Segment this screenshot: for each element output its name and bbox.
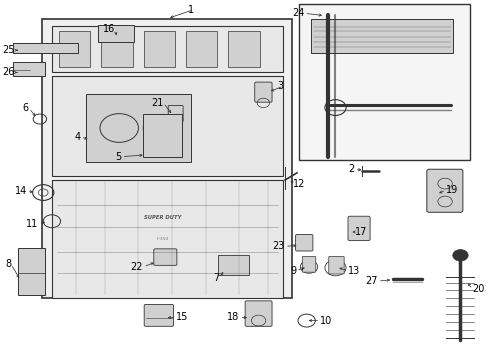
Text: 3: 3 [277, 81, 284, 91]
FancyBboxPatch shape [13, 42, 78, 53]
Text: 19: 19 [446, 185, 458, 195]
Text: 21: 21 [151, 98, 163, 108]
FancyBboxPatch shape [348, 216, 370, 240]
Text: 8: 8 [5, 259, 11, 269]
FancyBboxPatch shape [42, 19, 292, 298]
Text: 24: 24 [292, 8, 304, 18]
Text: 5: 5 [115, 152, 122, 162]
Text: 17: 17 [355, 227, 367, 237]
FancyBboxPatch shape [228, 31, 260, 67]
FancyBboxPatch shape [427, 169, 463, 212]
Text: 10: 10 [320, 316, 332, 325]
Text: 25: 25 [2, 45, 14, 55]
Text: 18: 18 [227, 312, 239, 322]
Text: SUPER DUTY: SUPER DUTY [144, 215, 181, 220]
FancyBboxPatch shape [245, 301, 272, 326]
Text: 9: 9 [290, 266, 296, 276]
Text: F·350: F·350 [156, 237, 169, 241]
Text: 6: 6 [23, 103, 29, 113]
Text: 4: 4 [74, 132, 81, 142]
FancyBboxPatch shape [186, 31, 217, 67]
FancyBboxPatch shape [98, 25, 134, 42]
FancyBboxPatch shape [295, 234, 313, 251]
Text: 7: 7 [213, 273, 219, 283]
FancyBboxPatch shape [101, 31, 133, 67]
FancyBboxPatch shape [329, 256, 344, 274]
Text: 20: 20 [472, 284, 485, 294]
Circle shape [453, 249, 468, 261]
Text: 12: 12 [293, 179, 306, 189]
FancyBboxPatch shape [52, 26, 283, 72]
FancyBboxPatch shape [144, 305, 173, 326]
Text: 16: 16 [103, 24, 115, 35]
Text: 2: 2 [348, 164, 355, 174]
Text: 22: 22 [131, 262, 143, 272]
FancyBboxPatch shape [59, 31, 90, 67]
FancyBboxPatch shape [18, 248, 45, 295]
FancyBboxPatch shape [218, 255, 249, 275]
Text: 15: 15 [176, 312, 188, 322]
FancyBboxPatch shape [302, 256, 316, 272]
FancyBboxPatch shape [86, 94, 191, 162]
Text: 11: 11 [26, 219, 38, 229]
FancyBboxPatch shape [168, 105, 183, 122]
FancyBboxPatch shape [52, 180, 283, 298]
FancyBboxPatch shape [154, 249, 177, 265]
Text: 1: 1 [188, 5, 194, 15]
FancyBboxPatch shape [255, 82, 272, 102]
FancyBboxPatch shape [52, 76, 283, 176]
Text: 27: 27 [365, 276, 378, 286]
Text: 26: 26 [2, 67, 14, 77]
FancyBboxPatch shape [312, 19, 453, 53]
FancyBboxPatch shape [143, 114, 182, 157]
FancyBboxPatch shape [144, 31, 175, 67]
FancyBboxPatch shape [13, 62, 45, 76]
Text: 23: 23 [272, 241, 285, 251]
Text: 13: 13 [348, 266, 360, 276]
FancyBboxPatch shape [299, 4, 470, 160]
Text: 14: 14 [15, 186, 27, 197]
